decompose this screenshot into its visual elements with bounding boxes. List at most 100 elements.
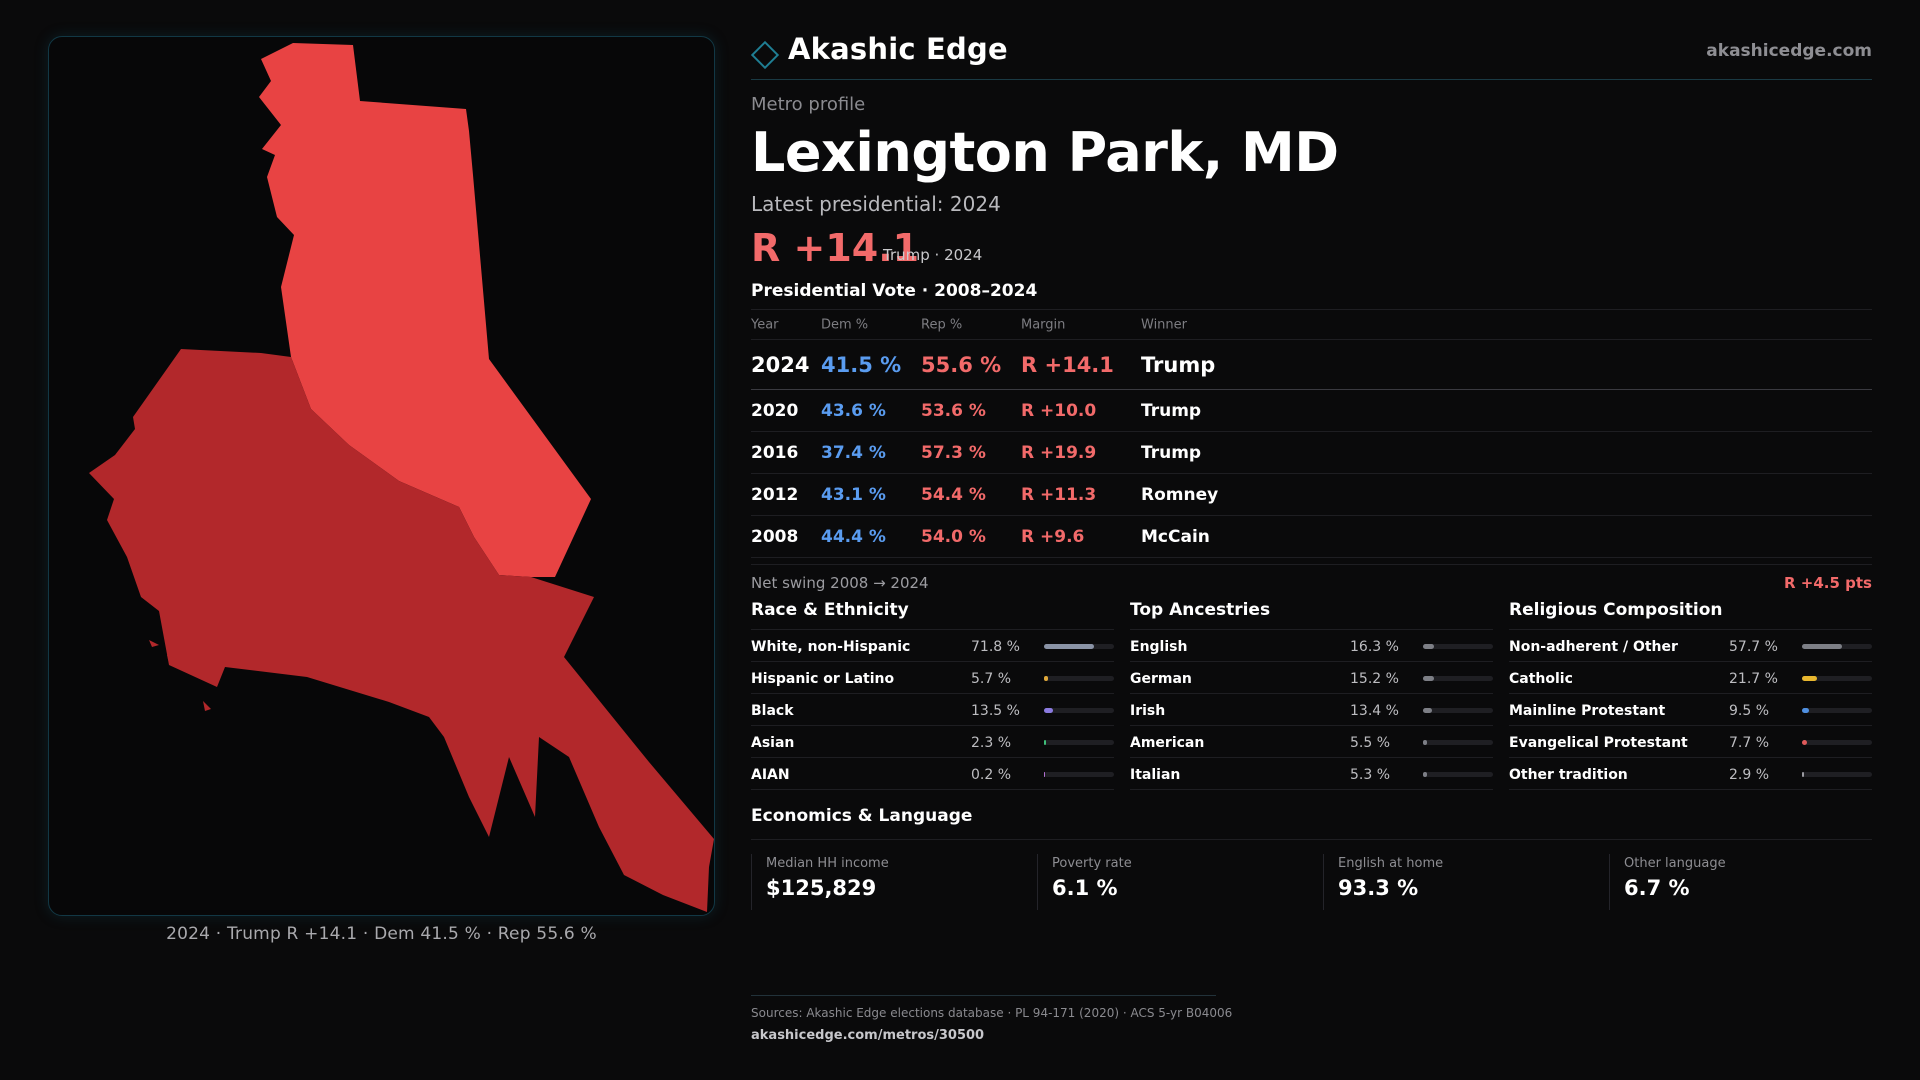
row-winner: Trump	[1141, 400, 1202, 421]
county-north[interactable]	[259, 43, 591, 577]
row-margin: R +9.6	[1021, 526, 1085, 547]
share-bar-track	[1423, 644, 1493, 650]
metro-map	[89, 43, 714, 912]
share-bar-fill	[1423, 676, 1434, 682]
demo-value: 13.4 %	[1350, 703, 1399, 720]
demo-row: English 16.3 %	[1130, 630, 1493, 663]
table-row[interactable]: 2020 43.6 % 53.6 % R +10.0 Trump	[751, 390, 1872, 433]
share-bar-track	[1802, 740, 1872, 746]
demo-label: English	[1130, 639, 1188, 656]
table-row[interactable]: 2016 37.4 % 57.3 % R +19.9 Trump	[751, 432, 1872, 475]
econ-card: English at home 93.3 %	[1323, 854, 1603, 911]
demo-value: 5.3 %	[1350, 767, 1391, 784]
footer-url[interactable]: akashicedge.com/metros/30500	[751, 1028, 985, 1043]
demo-value: 13.5 %	[971, 703, 1020, 720]
row-year: 2012	[751, 484, 799, 505]
site-link[interactable]: akashicedge.com	[1706, 41, 1872, 61]
econ-label: Median HH income	[766, 856, 889, 872]
row-rep: 54.0 %	[921, 526, 986, 547]
brand-name: Akashic Edge	[788, 32, 1008, 66]
row-winner: Trump	[1141, 352, 1216, 377]
row-rep: 54.4 %	[921, 484, 986, 505]
row-winner: Trump	[1141, 442, 1202, 463]
island	[167, 655, 177, 663]
page-title: Lexington Park, MD	[751, 121, 1339, 184]
island	[149, 640, 159, 647]
share-bar-track	[1423, 772, 1493, 778]
demo-value: 2.9 %	[1729, 767, 1770, 784]
demo-row: Other tradition 2.9 %	[1509, 758, 1872, 791]
share-bar-track	[1423, 740, 1493, 746]
share-bar-track	[1802, 708, 1872, 714]
table-row[interactable]: 2008 44.4 % 54.0 % R +9.6 McCain	[751, 516, 1872, 559]
share-bar-track	[1802, 644, 1872, 650]
share-bar-track	[1044, 644, 1114, 650]
religion-title: Religious Composition	[1509, 600, 1872, 631]
demo-value: 9.5 %	[1729, 703, 1770, 720]
demo-label: Irish	[1130, 703, 1166, 720]
col-year: Year	[751, 317, 779, 333]
demo-row: Non-adherent / Other 57.7 %	[1509, 630, 1872, 663]
table-row[interactable]: 2024 41.5 % 55.6 % R +14.1 Trump	[751, 340, 1872, 391]
demo-label: White, non-Hispanic	[751, 639, 911, 656]
margin-value: R +14.1	[751, 226, 920, 271]
vote-table: Year Dem % Rep % Margin Winner 2024 41.5…	[751, 309, 1872, 559]
demo-value: 57.7 %	[1729, 639, 1778, 656]
ancestry-title: Top Ancestries	[1130, 600, 1493, 631]
row-winner: Romney	[1141, 484, 1219, 505]
econ-value: 6.7 %	[1624, 876, 1690, 901]
diamond-logo-icon	[750, 40, 780, 70]
row-rep: 53.6 %	[921, 400, 986, 421]
margin-subtitle: Trump · 2024	[883, 246, 983, 265]
share-bar-fill	[1802, 644, 1843, 650]
col-rep: Rep %	[921, 317, 963, 333]
col-dem: Dem %	[821, 317, 869, 333]
demo-row: White, non-Hispanic 71.8 %	[751, 630, 1114, 663]
share-bar-track	[1423, 708, 1493, 714]
econ-card: Other language 6.7 %	[1609, 854, 1889, 911]
share-bar-fill	[1802, 772, 1805, 778]
map-panel	[48, 36, 715, 916]
demo-row: Evangelical Protestant 7.7 %	[1509, 726, 1872, 759]
county-south[interactable]	[89, 349, 714, 912]
share-bar-fill	[1802, 676, 1818, 682]
demo-row: Mainline Protestant 9.5 %	[1509, 694, 1872, 727]
island	[203, 701, 211, 711]
share-bar-fill	[1423, 644, 1435, 650]
table-row[interactable]: 2012 43.1 % 54.4 % R +11.3 Romney	[751, 474, 1872, 517]
share-bar-track	[1044, 708, 1114, 714]
row-margin: R +11.3	[1021, 484, 1097, 505]
row-margin: R +19.9	[1021, 442, 1097, 463]
map-caption: 2024 · Trump R +14.1 · Dem 41.5 % · Rep …	[166, 924, 597, 944]
swing-value: R +4.5 pts	[1784, 574, 1872, 593]
profile-panel: Akashic Edge akashicedge.com Metro profi…	[750, 30, 1872, 911]
economics-cards: Median HH income $125,829 Poverty rate 6…	[751, 854, 1872, 911]
demo-label: Evangelical Protestant	[1509, 735, 1688, 752]
econ-value: 6.1 %	[1052, 876, 1118, 901]
share-bar-track	[1044, 676, 1114, 682]
econ-card: Poverty rate 6.1 %	[1037, 854, 1317, 911]
demo-value: 0.2 %	[971, 767, 1012, 784]
demo-value: 5.7 %	[971, 671, 1012, 688]
demo-label: Italian	[1130, 767, 1181, 784]
demo-row: Catholic 21.7 %	[1509, 662, 1872, 695]
share-bar-fill	[1423, 740, 1427, 746]
row-dem: 43.1 %	[821, 484, 886, 505]
demo-row: Hispanic or Latino 5.7 %	[751, 662, 1114, 695]
share-bar-track	[1044, 772, 1114, 778]
row-year: 2016	[751, 442, 799, 463]
row-year: 2024	[751, 352, 810, 377]
econ-card: Median HH income $125,829	[751, 854, 1031, 911]
table-header: Year Dem % Rep % Margin Winner	[751, 310, 1872, 341]
demo-value: 5.5 %	[1350, 735, 1391, 752]
col-margin: Margin	[1021, 317, 1066, 333]
share-bar-fill	[1044, 708, 1054, 714]
demo-row: Black 13.5 %	[751, 694, 1114, 727]
row-margin: R +14.1	[1021, 352, 1114, 377]
swing-label: Net swing 2008 → 2024	[751, 574, 929, 593]
row-margin: R +10.0	[1021, 400, 1097, 421]
demo-row: American 5.5 %	[1130, 726, 1493, 759]
demo-label: Other tradition	[1509, 767, 1628, 784]
footer: Sources: Akashic Edge elections database…	[751, 995, 1232, 1043]
row-dem: 41.5 %	[821, 352, 902, 377]
